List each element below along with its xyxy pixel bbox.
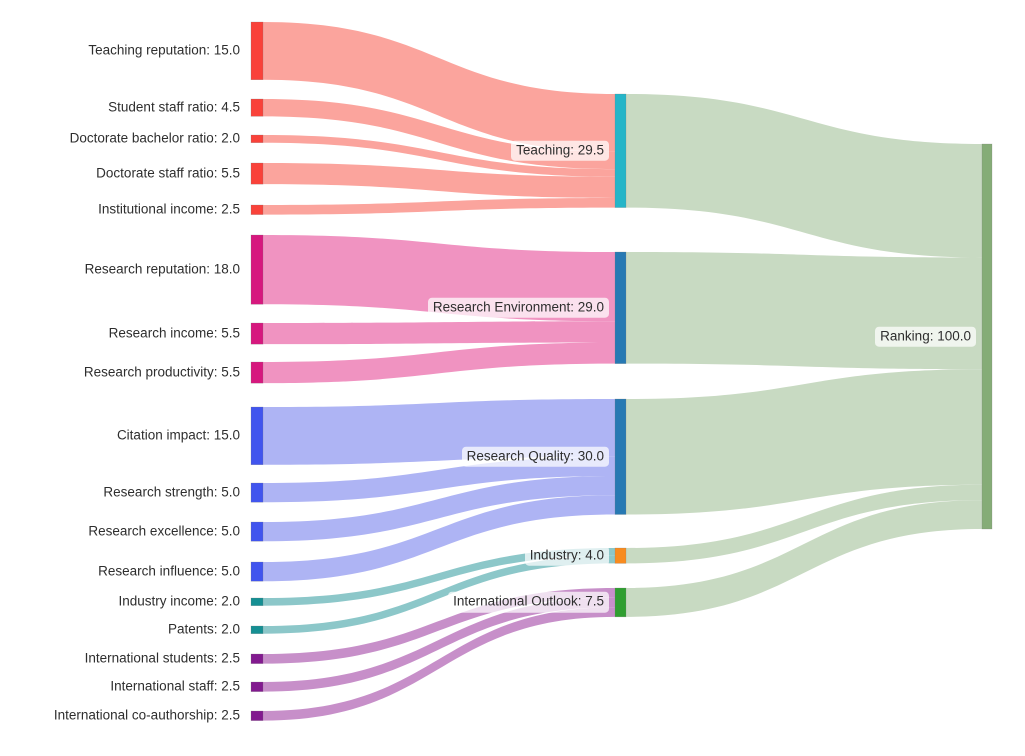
sankey-link-research_productivity-to-research_environment[interactable]	[263, 342, 615, 384]
sankey-node-teaching[interactable]	[614, 93, 627, 208]
sankey-node-patents[interactable]	[250, 625, 264, 634]
sankey-link-teaching_reputation-to-teaching[interactable]	[263, 22, 615, 152]
sankey-node-label-research_environment: Research Environment: 29.0	[427, 297, 609, 319]
sankey-node-label-research_strength: Research strength: 5.0	[98, 482, 245, 503]
sankey-node-label-research_excellence: Research excellence: 5.0	[83, 521, 245, 542]
sankey-node-label-international_coauthorship: International co-authorship: 2.5	[48, 705, 245, 727]
sankey-node-industry_income[interactable]	[250, 597, 264, 606]
sankey-link-research_income-to-research_environment[interactable]	[263, 321, 615, 345]
sankey-link-international_students-to-international_outlook[interactable]	[263, 588, 615, 664]
sankey-node-teaching_reputation[interactable]	[250, 21, 264, 80]
sankey-link-international_outlook-to-ranking[interactable]	[626, 500, 982, 617]
sankey-link-doctorate_staff_ratio-to-teaching[interactable]	[263, 163, 615, 198]
sankey-link-research_influence-to-research_quality[interactable]	[263, 495, 615, 582]
sankey-node-label-international_outlook: International Outlook: 7.5	[448, 592, 609, 613]
sankey-node-institutional_income[interactable]	[250, 204, 264, 215]
sankey-link-patents-to-industry[interactable]	[263, 555, 615, 634]
sankey-node-label-research_productivity: Research productivity: 5.5	[78, 362, 245, 383]
sankey-node-label-institutional_income: Institutional income: 2.5	[93, 199, 245, 221]
sankey-node-label-doctorate_staff_ratio: Doctorate staff ratio: 5.5	[91, 163, 245, 184]
sankey-node-label-patents: Patents: 2.0	[162, 619, 245, 641]
sankey-node-research_reputation[interactable]	[250, 234, 264, 305]
sankey-node-label-teaching: Teaching: 29.5	[511, 140, 609, 162]
sankey-node-ranking[interactable]	[981, 143, 993, 530]
sankey-link-institutional_income-to-teaching[interactable]	[263, 197, 615, 215]
sankey-node-label-citation_impact: Citation impact: 15.0	[111, 425, 245, 447]
sankey-link-research_strength-to-research_quality[interactable]	[263, 456, 615, 503]
sankey-node-label-international_students: International students: 2.5	[79, 648, 245, 670]
sankey-node-label-industry: Industry: 4.0	[524, 545, 609, 566]
sankey-link-industry-to-ranking[interactable]	[626, 484, 982, 564]
sankey-node-student_staff_ratio[interactable]	[250, 98, 264, 117]
sankey-node-label-teaching_reputation: Teaching reputation: 15.0	[83, 40, 245, 62]
sankey-node-industry[interactable]	[614, 547, 627, 564]
sankey-node-label-student_staff_ratio: Student staff ratio: 4.5	[103, 97, 245, 118]
sankey-node-doctorate_bachelor_ratio[interactable]	[250, 134, 264, 143]
sankey-node-research_quality[interactable]	[614, 398, 627, 515]
sankey-node-label-research_quality: Research Quality: 30.0	[461, 446, 609, 468]
sankey-node-research_income[interactable]	[250, 322, 264, 345]
sankey-node-research_influence[interactable]	[250, 561, 264, 582]
sankey-node-international_staff[interactable]	[250, 681, 264, 692]
sankey-node-research_strength[interactable]	[250, 482, 264, 503]
sankey-link-research_environment-to-ranking[interactable]	[626, 252, 982, 370]
sankey-node-international_students[interactable]	[250, 653, 264, 664]
sankey-node-international_outlook[interactable]	[614, 587, 627, 618]
sankey-node-international_coauthorship[interactable]	[250, 710, 264, 721]
sankey-node-research_environment[interactable]	[614, 251, 627, 364]
sankey-node-doctorate_staff_ratio[interactable]	[250, 162, 264, 185]
sankey-link-teaching-to-ranking[interactable]	[626, 94, 982, 258]
sankey-node-research_productivity[interactable]	[250, 361, 264, 384]
sankey-node-label-ranking: Ranking: 100.0	[875, 326, 976, 347]
sankey-node-label-research_influence: Research influence: 5.0	[93, 561, 245, 582]
sankey-link-research_quality-to-ranking[interactable]	[626, 369, 982, 515]
sankey-node-label-research_reputation: Research reputation: 18.0	[79, 259, 245, 280]
sankey-node-label-doctorate_bachelor_ratio: Doctorate bachelor ratio: 2.0	[64, 128, 245, 150]
sankey-link-research_excellence-to-research_quality[interactable]	[263, 476, 615, 542]
sankey-node-label-research_income: Research income: 5.5	[103, 323, 245, 344]
sankey-link-international_coauthorship-to-international_outlook[interactable]	[263, 607, 615, 721]
sankey-node-label-international_staff: International staff: 2.5	[105, 676, 245, 698]
sankey-link-industry_income-to-industry[interactable]	[263, 548, 615, 606]
sankey-node-citation_impact[interactable]	[250, 406, 264, 465]
sankey-link-doctorate_bachelor_ratio-to-teaching[interactable]	[263, 135, 615, 177]
sankey-node-label-industry_income: Industry income: 2.0	[113, 591, 245, 613]
sankey-link-international_staff-to-international_outlook[interactable]	[263, 597, 615, 692]
sankey-node-research_excellence[interactable]	[250, 521, 264, 542]
